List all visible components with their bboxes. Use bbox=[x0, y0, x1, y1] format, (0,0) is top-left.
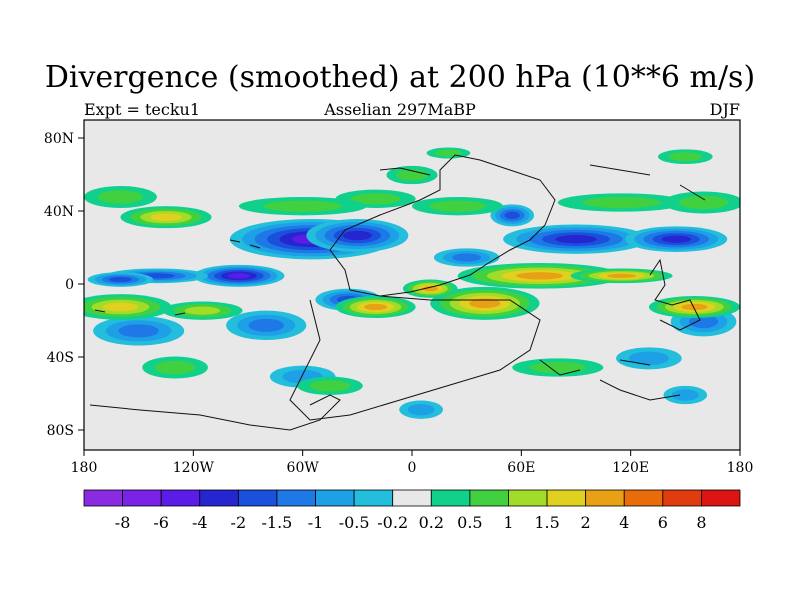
colorbar-swatch bbox=[623, 489, 664, 507]
field-blob-6-level-2 bbox=[118, 324, 159, 338]
colorbar-swatch bbox=[315, 489, 355, 507]
field-blob-15-level-1 bbox=[407, 404, 435, 416]
coastline-north-islands bbox=[379, 164, 706, 201]
field-blob-2-level-5 bbox=[227, 273, 250, 279]
divergence-field bbox=[84, 147, 740, 419]
colorbar-label: 0.5 bbox=[457, 513, 482, 532]
colorbar-swatch bbox=[199, 489, 239, 507]
colorbar-swatch bbox=[160, 489, 201, 507]
x-tick-label: 60W bbox=[287, 460, 320, 476]
subtitle-experiment: Expt = tecku1 bbox=[84, 100, 200, 119]
field-blob-19-level-4 bbox=[364, 303, 388, 311]
x-tick-label: 60E bbox=[507, 460, 535, 476]
coastlines bbox=[89, 154, 706, 431]
field-blob-21-level-4 bbox=[606, 273, 637, 278]
field-blob-11-level-2 bbox=[452, 253, 482, 262]
field-blob-8-level-4 bbox=[555, 234, 597, 244]
subtitle-season: DJF bbox=[709, 100, 740, 119]
colorbar-label: -4 bbox=[192, 513, 208, 532]
colorbar-label: 0.2 bbox=[419, 513, 444, 532]
colorbar-label: -2 bbox=[231, 513, 247, 532]
coastline-pangea-north bbox=[329, 154, 556, 297]
field-blob-27-level-1 bbox=[350, 193, 401, 205]
field-blob-4-level-3 bbox=[109, 276, 132, 283]
y-axis-ticks: 80N 40N 0 40S 80S bbox=[44, 131, 84, 439]
colorbar-swatch bbox=[392, 489, 432, 507]
field-blob-32-level-1 bbox=[263, 200, 342, 212]
field-blob-34-level-1 bbox=[529, 361, 586, 374]
colorbar-label: 6 bbox=[658, 513, 668, 532]
coastline-west-islands bbox=[94, 239, 261, 316]
colorbar-swatch bbox=[237, 489, 278, 507]
subtitle-period: Asselian 297MaBP bbox=[324, 100, 476, 119]
field-blob-29-level-1 bbox=[582, 196, 661, 209]
y-tick-label: 80S bbox=[47, 423, 74, 439]
colorbar-swatch bbox=[353, 489, 394, 507]
colorbar-label: 1.5 bbox=[534, 513, 559, 532]
x-axis-ticks: 180 120W 60W 0 60E 120E 180 bbox=[71, 450, 754, 476]
field-blob-23-level-3 bbox=[102, 302, 139, 312]
field-blob-25-level-3 bbox=[150, 213, 182, 221]
colorbar-label: -1 bbox=[308, 513, 324, 532]
y-tick-label: 40S bbox=[47, 350, 74, 366]
colorbar-swatch bbox=[508, 489, 548, 507]
colorbar: -8 -6 -4 -2 -1.5 -1 -0.5 -0.2 0.2 0.5 1 1.5 2 4 6 8 bbox=[83, 489, 741, 532]
y-tick-label: 40N bbox=[44, 204, 74, 220]
colorbar-swatch bbox=[546, 489, 587, 507]
field-blob-9-level-4 bbox=[661, 235, 691, 243]
colorbar-swatch bbox=[122, 489, 162, 507]
field-blob-1-level-4 bbox=[342, 230, 372, 241]
colorbar-label: -8 bbox=[115, 513, 131, 532]
colorbar-swatch bbox=[662, 489, 702, 507]
colorbar-label: 4 bbox=[619, 513, 629, 532]
field-blob-35-level-1 bbox=[668, 152, 703, 162]
map-title: Divergence (smoothed) at 200 hPa (10**6 … bbox=[44, 60, 756, 95]
field-blob-31-level-1 bbox=[429, 200, 486, 212]
field-blob-20-level-4 bbox=[422, 286, 439, 292]
colorbar-swatch bbox=[585, 489, 625, 507]
field-blob-13-level-1 bbox=[628, 351, 670, 366]
coastline-pangea-south bbox=[289, 295, 541, 421]
colorbar-label: -6 bbox=[153, 513, 169, 532]
y-tick-label: 0 bbox=[65, 277, 74, 293]
field-blob-12-level-2 bbox=[688, 315, 719, 329]
x-tick-label: 180 bbox=[71, 460, 98, 476]
colorbar-label: -1.5 bbox=[262, 513, 293, 532]
field-blob-30-level-1 bbox=[678, 195, 729, 210]
colorbar-swatch bbox=[83, 489, 123, 507]
field-blob-10-level-3 bbox=[504, 211, 520, 220]
field-blob-33-level-1 bbox=[154, 360, 196, 375]
colorbar-swatch bbox=[469, 489, 509, 507]
colorbar-label: 1 bbox=[503, 513, 513, 532]
field-blob-24-level-2 bbox=[184, 306, 221, 315]
y-tick-label: 80N bbox=[44, 131, 74, 147]
colorbar-swatch bbox=[701, 489, 741, 507]
field-blob-5-level-2 bbox=[248, 318, 285, 332]
colorbar-swatch bbox=[276, 489, 316, 507]
coastline-east-islands bbox=[649, 258, 701, 331]
x-tick-label: 0 bbox=[408, 460, 417, 476]
field-blob-22-level-4 bbox=[681, 303, 708, 311]
x-tick-label: 120E bbox=[612, 460, 649, 476]
colorbar-label: 2 bbox=[581, 513, 591, 532]
colorbar-label: 8 bbox=[696, 513, 706, 532]
field-blob-37-level-1 bbox=[309, 380, 351, 392]
colorbar-label: -0.2 bbox=[377, 513, 408, 532]
field-blob-14-level-1 bbox=[671, 389, 699, 401]
coastline-antarctic bbox=[89, 394, 341, 431]
colorbar-swatch bbox=[430, 489, 471, 507]
colorbar-label: -0.5 bbox=[339, 513, 370, 532]
field-blob-18-level-4 bbox=[469, 298, 501, 309]
x-tick-label: 180 bbox=[727, 460, 754, 476]
field-blob-17-level-4 bbox=[516, 272, 563, 280]
field-blob-26-level-1 bbox=[98, 190, 143, 204]
x-tick-label: 120W bbox=[173, 460, 215, 476]
coastline-south-islands bbox=[539, 359, 681, 401]
